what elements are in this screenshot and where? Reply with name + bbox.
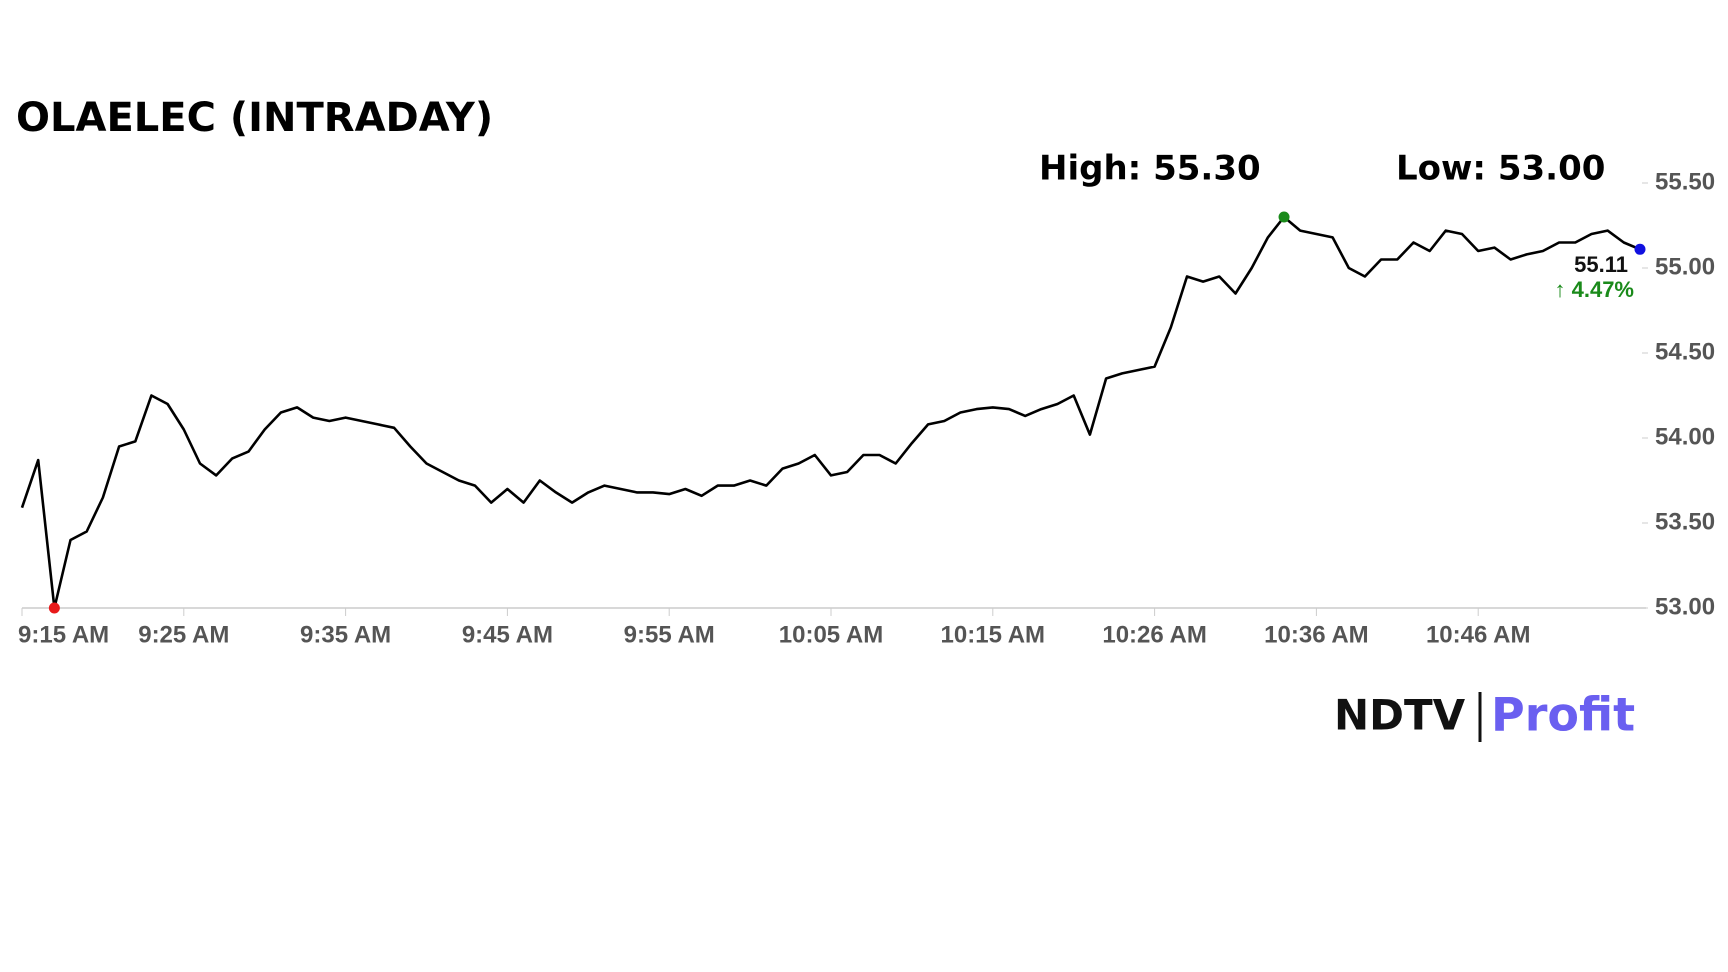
high-marker (1278, 211, 1290, 223)
x-tick-label: 10:36 AM (1264, 621, 1368, 648)
y-tick-label: 55.50 (1655, 168, 1715, 195)
x-tick-label: 9:15 AM (18, 621, 109, 648)
y-tick-label: 53.50 (1655, 508, 1715, 535)
logo-right: Profit (1491, 688, 1635, 742)
y-tick-label: 55.00 (1655, 253, 1715, 280)
x-tick-label: 9:45 AM (462, 621, 553, 648)
low-label: Low: 53.00 (1396, 149, 1605, 189)
x-tick-label: 10:05 AM (779, 621, 883, 648)
x-tick-label: 10:46 AM (1426, 621, 1530, 648)
x-tick-label: 9:35 AM (300, 621, 391, 648)
last-marker (1634, 243, 1646, 255)
low-marker (48, 602, 60, 614)
x-tick-label: 10:15 AM (941, 621, 1045, 648)
y-tick-label: 54.50 (1655, 338, 1715, 365)
x-tick-label: 9:25 AM (138, 621, 229, 648)
change-label: ↑ 4.47% (1555, 277, 1635, 302)
x-tick-label: 10:26 AM (1102, 621, 1206, 648)
y-tick-label: 53.00 (1655, 593, 1715, 620)
price-line (20, 215, 1641, 610)
logo-left: NDTV (1334, 691, 1466, 740)
x-tick-label: 9:55 AM (624, 621, 715, 648)
y-tick-label: 54.00 (1655, 423, 1715, 450)
chart-title: OLAELEC (INTRADAY) (16, 95, 493, 141)
high-label: High: 55.30 (1039, 149, 1261, 189)
last-value-label: 55.11 (1574, 252, 1628, 277)
logo: NDTV Profit (1334, 688, 1635, 742)
